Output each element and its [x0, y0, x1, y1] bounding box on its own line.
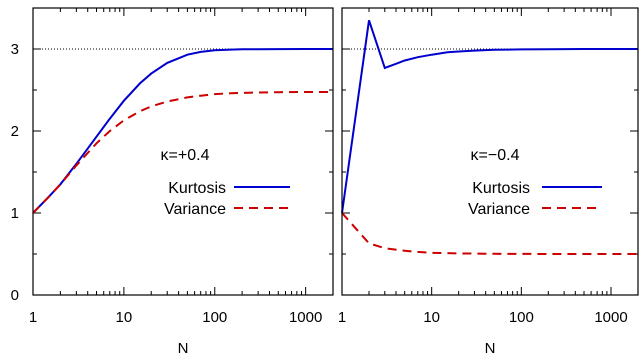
- x-tick-label: 1: [29, 309, 37, 326]
- series-variance-line: [341, 212, 638, 255]
- series-variance-line: [32, 91, 333, 214]
- kappa-annotation: κ=+0.4: [161, 147, 210, 164]
- y-tick-label: 1: [11, 205, 19, 222]
- x-tick-label: 100: [509, 309, 534, 326]
- y-tick-label: 3: [11, 41, 19, 58]
- y-tick-label: 0: [11, 287, 19, 304]
- x-tick-label: 1000: [289, 309, 322, 326]
- series-kurtosis-line: [32, 48, 333, 214]
- x-axis-title: N: [485, 340, 496, 357]
- plot-frame: [341, 7, 639, 296]
- right-panel: 1 10 100 1000 κ=−0.4 Kurtosis Variance N: [338, 7, 639, 357]
- x-tick-label: 1: [338, 309, 346, 326]
- legend-label-variance: Variance: [164, 201, 226, 218]
- plot-frame: [32, 7, 334, 296]
- x-tick-label: 10: [423, 309, 440, 326]
- x-tick-label: 10: [116, 309, 133, 326]
- y-tick-label: 2: [11, 123, 19, 140]
- x-axis-title: N: [178, 340, 189, 357]
- kappa-annotation: κ=−0.4: [471, 147, 520, 164]
- x-tick-label: 100: [202, 309, 227, 326]
- legend-label-kurtosis: Kurtosis: [472, 180, 530, 197]
- x-tick-label: 1000: [594, 309, 627, 326]
- legend-label-kurtosis: Kurtosis: [168, 180, 226, 197]
- series-kurtosis-line: [341, 19, 638, 214]
- legend-label-variance: Variance: [468, 201, 530, 218]
